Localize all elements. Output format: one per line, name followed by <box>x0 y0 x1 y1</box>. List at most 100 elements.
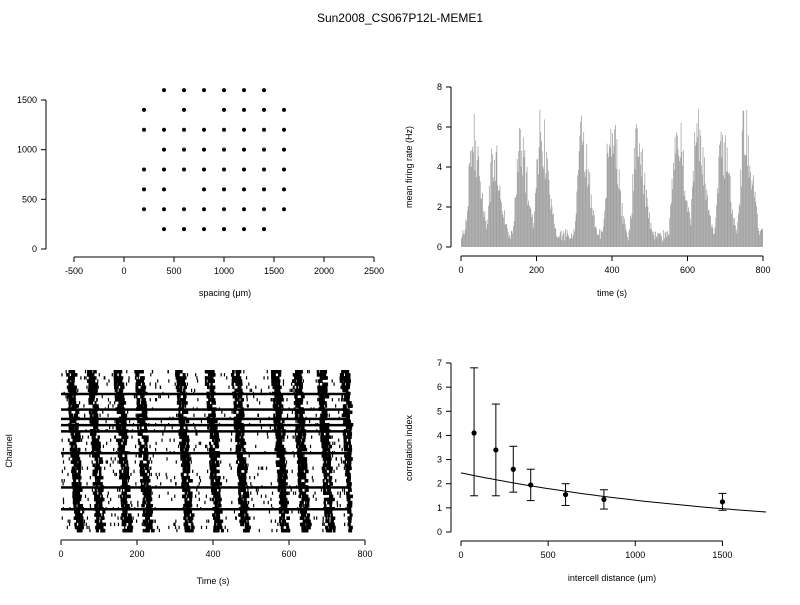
raster-spike <box>349 422 354 427</box>
raster-spike <box>96 522 99 527</box>
raster-spike <box>75 513 77 517</box>
raster-spike <box>278 413 282 418</box>
rate-bar <box>734 218 736 247</box>
raster-spike <box>239 394 242 399</box>
raster-spike <box>141 485 145 489</box>
layout-x-tick-label: 1000 <box>214 266 234 276</box>
rate-bar <box>600 229 602 247</box>
raster-spike <box>79 479 81 483</box>
rate-bar <box>735 225 736 247</box>
raster-spike <box>336 503 339 508</box>
raster-spike <box>217 460 220 464</box>
raster-spike <box>144 466 147 471</box>
raster-spike <box>160 482 162 486</box>
rate-bar <box>591 207 593 247</box>
rate-bar <box>522 137 524 247</box>
raster-spike <box>116 391 118 396</box>
rate-bar <box>747 135 749 247</box>
raster-spike <box>118 460 121 464</box>
raster-spike <box>279 485 284 489</box>
raster-spike <box>279 438 283 443</box>
raster-spike <box>349 419 351 424</box>
raster-spike <box>236 426 238 430</box>
raster-spike <box>233 404 237 408</box>
raster-spike <box>73 500 77 505</box>
raster-spike <box>260 494 263 498</box>
raster-spike <box>139 429 144 433</box>
raster-spike <box>63 479 65 483</box>
raster-spike <box>274 379 277 383</box>
raster-spike <box>299 503 302 508</box>
raster-spike <box>204 413 206 417</box>
raster-spike <box>329 466 332 471</box>
rate-bar <box>488 205 489 247</box>
raster-spike <box>321 435 326 439</box>
raster-spike <box>167 394 170 399</box>
rate-bar <box>702 147 704 247</box>
raster-spike <box>140 413 145 418</box>
rate-bar <box>510 231 512 247</box>
raster-spike <box>303 454 305 458</box>
rate-bar <box>477 146 479 247</box>
rate-bar <box>745 155 747 247</box>
raster-spike <box>72 429 74 433</box>
raster-spike <box>188 488 191 492</box>
raster-spike <box>96 441 100 446</box>
raster-spike <box>298 475 301 480</box>
raster-spike <box>189 491 193 496</box>
rate-bar <box>687 212 689 247</box>
rate-bar <box>707 195 708 247</box>
raster-spike <box>96 419 99 424</box>
raster-spike <box>294 435 296 439</box>
rate-bar <box>581 145 583 247</box>
raster-spike <box>233 407 236 411</box>
rate-bar <box>517 172 519 247</box>
raster-spike <box>240 429 242 433</box>
raster-spike <box>309 451 312 455</box>
rate-bar <box>632 174 634 247</box>
raster-spike <box>95 513 99 517</box>
raster-spike <box>69 385 73 390</box>
raster-spike <box>145 451 147 455</box>
raster-spike <box>291 469 293 474</box>
raster-spike <box>324 472 329 477</box>
raster-spike <box>133 394 136 399</box>
raster-spike <box>127 503 130 508</box>
electrode-dot <box>162 147 166 152</box>
raster-spike <box>63 391 65 396</box>
raster-spike <box>319 394 324 399</box>
rate-bar <box>730 201 732 247</box>
raster-spike <box>346 388 349 393</box>
raster-spike <box>138 454 142 458</box>
raster-spike <box>308 522 312 527</box>
raster-spike <box>324 510 327 514</box>
raster-spike <box>207 447 209 452</box>
raster-spike <box>183 373 186 377</box>
rate-bar <box>731 213 733 247</box>
raster-spike <box>80 507 85 511</box>
raster-spike <box>91 419 95 424</box>
raster-spike <box>236 422 240 427</box>
rate-bar <box>524 150 526 247</box>
raster-spike <box>322 528 324 533</box>
raster-spike <box>143 419 146 424</box>
raster-spike <box>148 519 151 524</box>
raster-spike <box>220 525 223 530</box>
raster-spike <box>79 485 82 489</box>
rate-bar <box>755 202 757 247</box>
raster-spike <box>99 413 101 417</box>
rate-bar <box>688 207 690 247</box>
raster-spike <box>276 463 280 467</box>
raster-spike <box>346 472 349 477</box>
raster-spike <box>303 497 307 502</box>
raster-spike <box>127 513 132 517</box>
raster-spike <box>146 451 149 455</box>
raster-spike <box>139 422 142 427</box>
raster-spike <box>346 401 349 405</box>
raster-spike <box>321 391 325 396</box>
rate-bar <box>473 152 474 247</box>
raster-spike <box>300 463 304 467</box>
raster-spike <box>73 451 77 455</box>
rate-bar <box>649 229 651 247</box>
rate-bar <box>534 211 535 247</box>
